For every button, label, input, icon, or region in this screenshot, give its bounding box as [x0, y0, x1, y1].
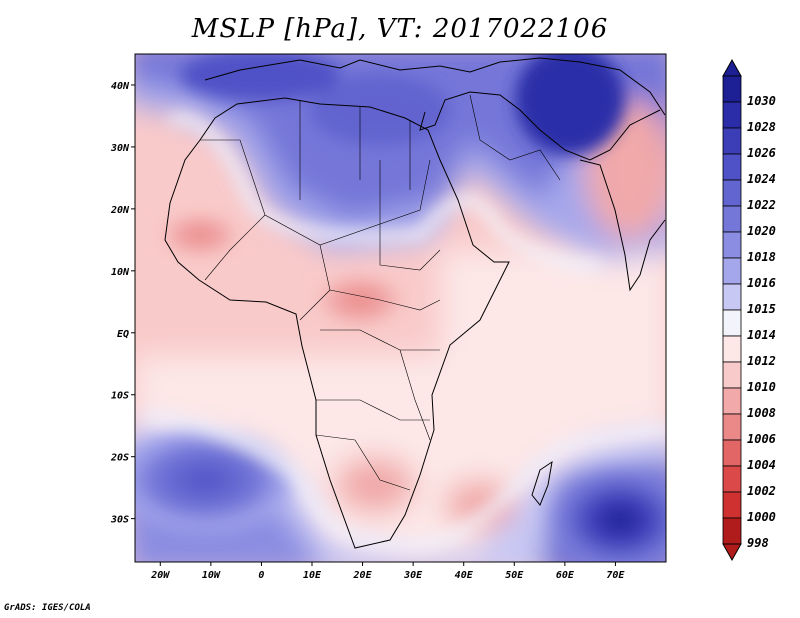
lon-tick-label: 50E — [505, 570, 524, 581]
colorbar-label: 1022 — [747, 198, 776, 212]
lat-tick-label: 20N — [110, 205, 130, 216]
lon-tick-label: 40E — [455, 570, 474, 581]
colorbar-label: 1028 — [747, 120, 776, 134]
lat-tick-label: 30S — [110, 515, 129, 526]
colorbar-swatch — [722, 179, 742, 207]
lon-tick-label: 60E — [556, 570, 575, 581]
lon-tick-label: 30E — [403, 570, 423, 581]
credit-text: GrADS: IGES/COLA — [4, 603, 91, 613]
colorbar-label: 1012 — [747, 354, 776, 368]
lat-axis: 40N 30N 20N 10N EQ 10S 20S 30S — [110, 81, 135, 526]
colorbar-swatch — [722, 335, 742, 363]
lat-tick-label: 40N — [111, 81, 130, 92]
lon-tick-label: 20E — [353, 570, 373, 581]
colorbar-swatch — [722, 361, 742, 389]
lon-tick-label: 0 — [258, 570, 264, 581]
colorbar-label: 1030 — [747, 94, 776, 108]
pressure-field — [135, 54, 666, 562]
lon-tick-label: 70E — [606, 570, 625, 581]
colorbar-swatch — [722, 517, 742, 545]
colorbar-label: 1018 — [747, 250, 776, 264]
colorbar-label: 1024 — [747, 172, 776, 186]
colorbar-swatch — [722, 283, 742, 311]
colorbar-swatch — [722, 127, 742, 155]
colorbar-swatch — [722, 465, 742, 493]
colorbar-label: 1010 — [747, 380, 776, 394]
lon-tick-label: 10W — [202, 570, 221, 581]
colorbar-swatch — [722, 387, 742, 415]
lat-tick-label: EQ — [117, 329, 129, 340]
colorbar-label: 1000 — [747, 510, 776, 524]
colorbar-swatch — [722, 257, 742, 285]
colorbar-label: 1008 — [747, 406, 776, 420]
lon-tick-label: 10E — [303, 570, 322, 581]
colorbar-label: 1016 — [747, 276, 776, 290]
map-title: MSLP [hPa], VT: 2017022106 — [191, 14, 609, 44]
colorbar-swatch — [722, 75, 742, 103]
colorbar-swatch — [722, 439, 742, 467]
colorbar-swatch — [722, 491, 742, 519]
colorbar-swatch — [722, 153, 742, 181]
coastlines — [164, 57, 666, 549]
lon-tick-label: 20W — [150, 570, 170, 581]
colorbar-swatch — [722, 231, 742, 259]
map-frame — [134, 53, 667, 563]
colorbar-label: 1014 — [747, 328, 776, 342]
lat-tick-label: 30N — [110, 143, 130, 154]
colorbar-bottom-arrow — [722, 543, 742, 562]
lon-axis: 20W 10W 0 10E 20E 30E 40E 50E 60E 70E — [150, 562, 625, 581]
colorbar-swatch — [722, 309, 742, 337]
colorbar-label: 1015 — [747, 302, 776, 316]
colorbar: 1030 1028 1026 1024 1022 1020 1018 1016 1015 1014… — [722, 58, 776, 562]
colorbar-top-arrow — [722, 58, 742, 77]
lat-tick-label: 10S — [111, 391, 129, 402]
country-borders — [200, 94, 561, 491]
colorbar-label: 1006 — [747, 432, 776, 446]
colorbar-label: 1002 — [747, 484, 776, 498]
colorbar-label: 998 — [747, 536, 769, 550]
colorbar-swatch — [722, 205, 742, 233]
lat-tick-label: 10N — [111, 267, 130, 278]
colorbar-label: 1026 — [747, 146, 776, 160]
colorbar-swatch — [722, 101, 742, 129]
colorbar-label: 1020 — [747, 224, 776, 238]
colorbar-label: 1004 — [747, 458, 776, 472]
colorbar-swatch — [722, 413, 742, 441]
lat-tick-label: 20S — [110, 453, 129, 464]
